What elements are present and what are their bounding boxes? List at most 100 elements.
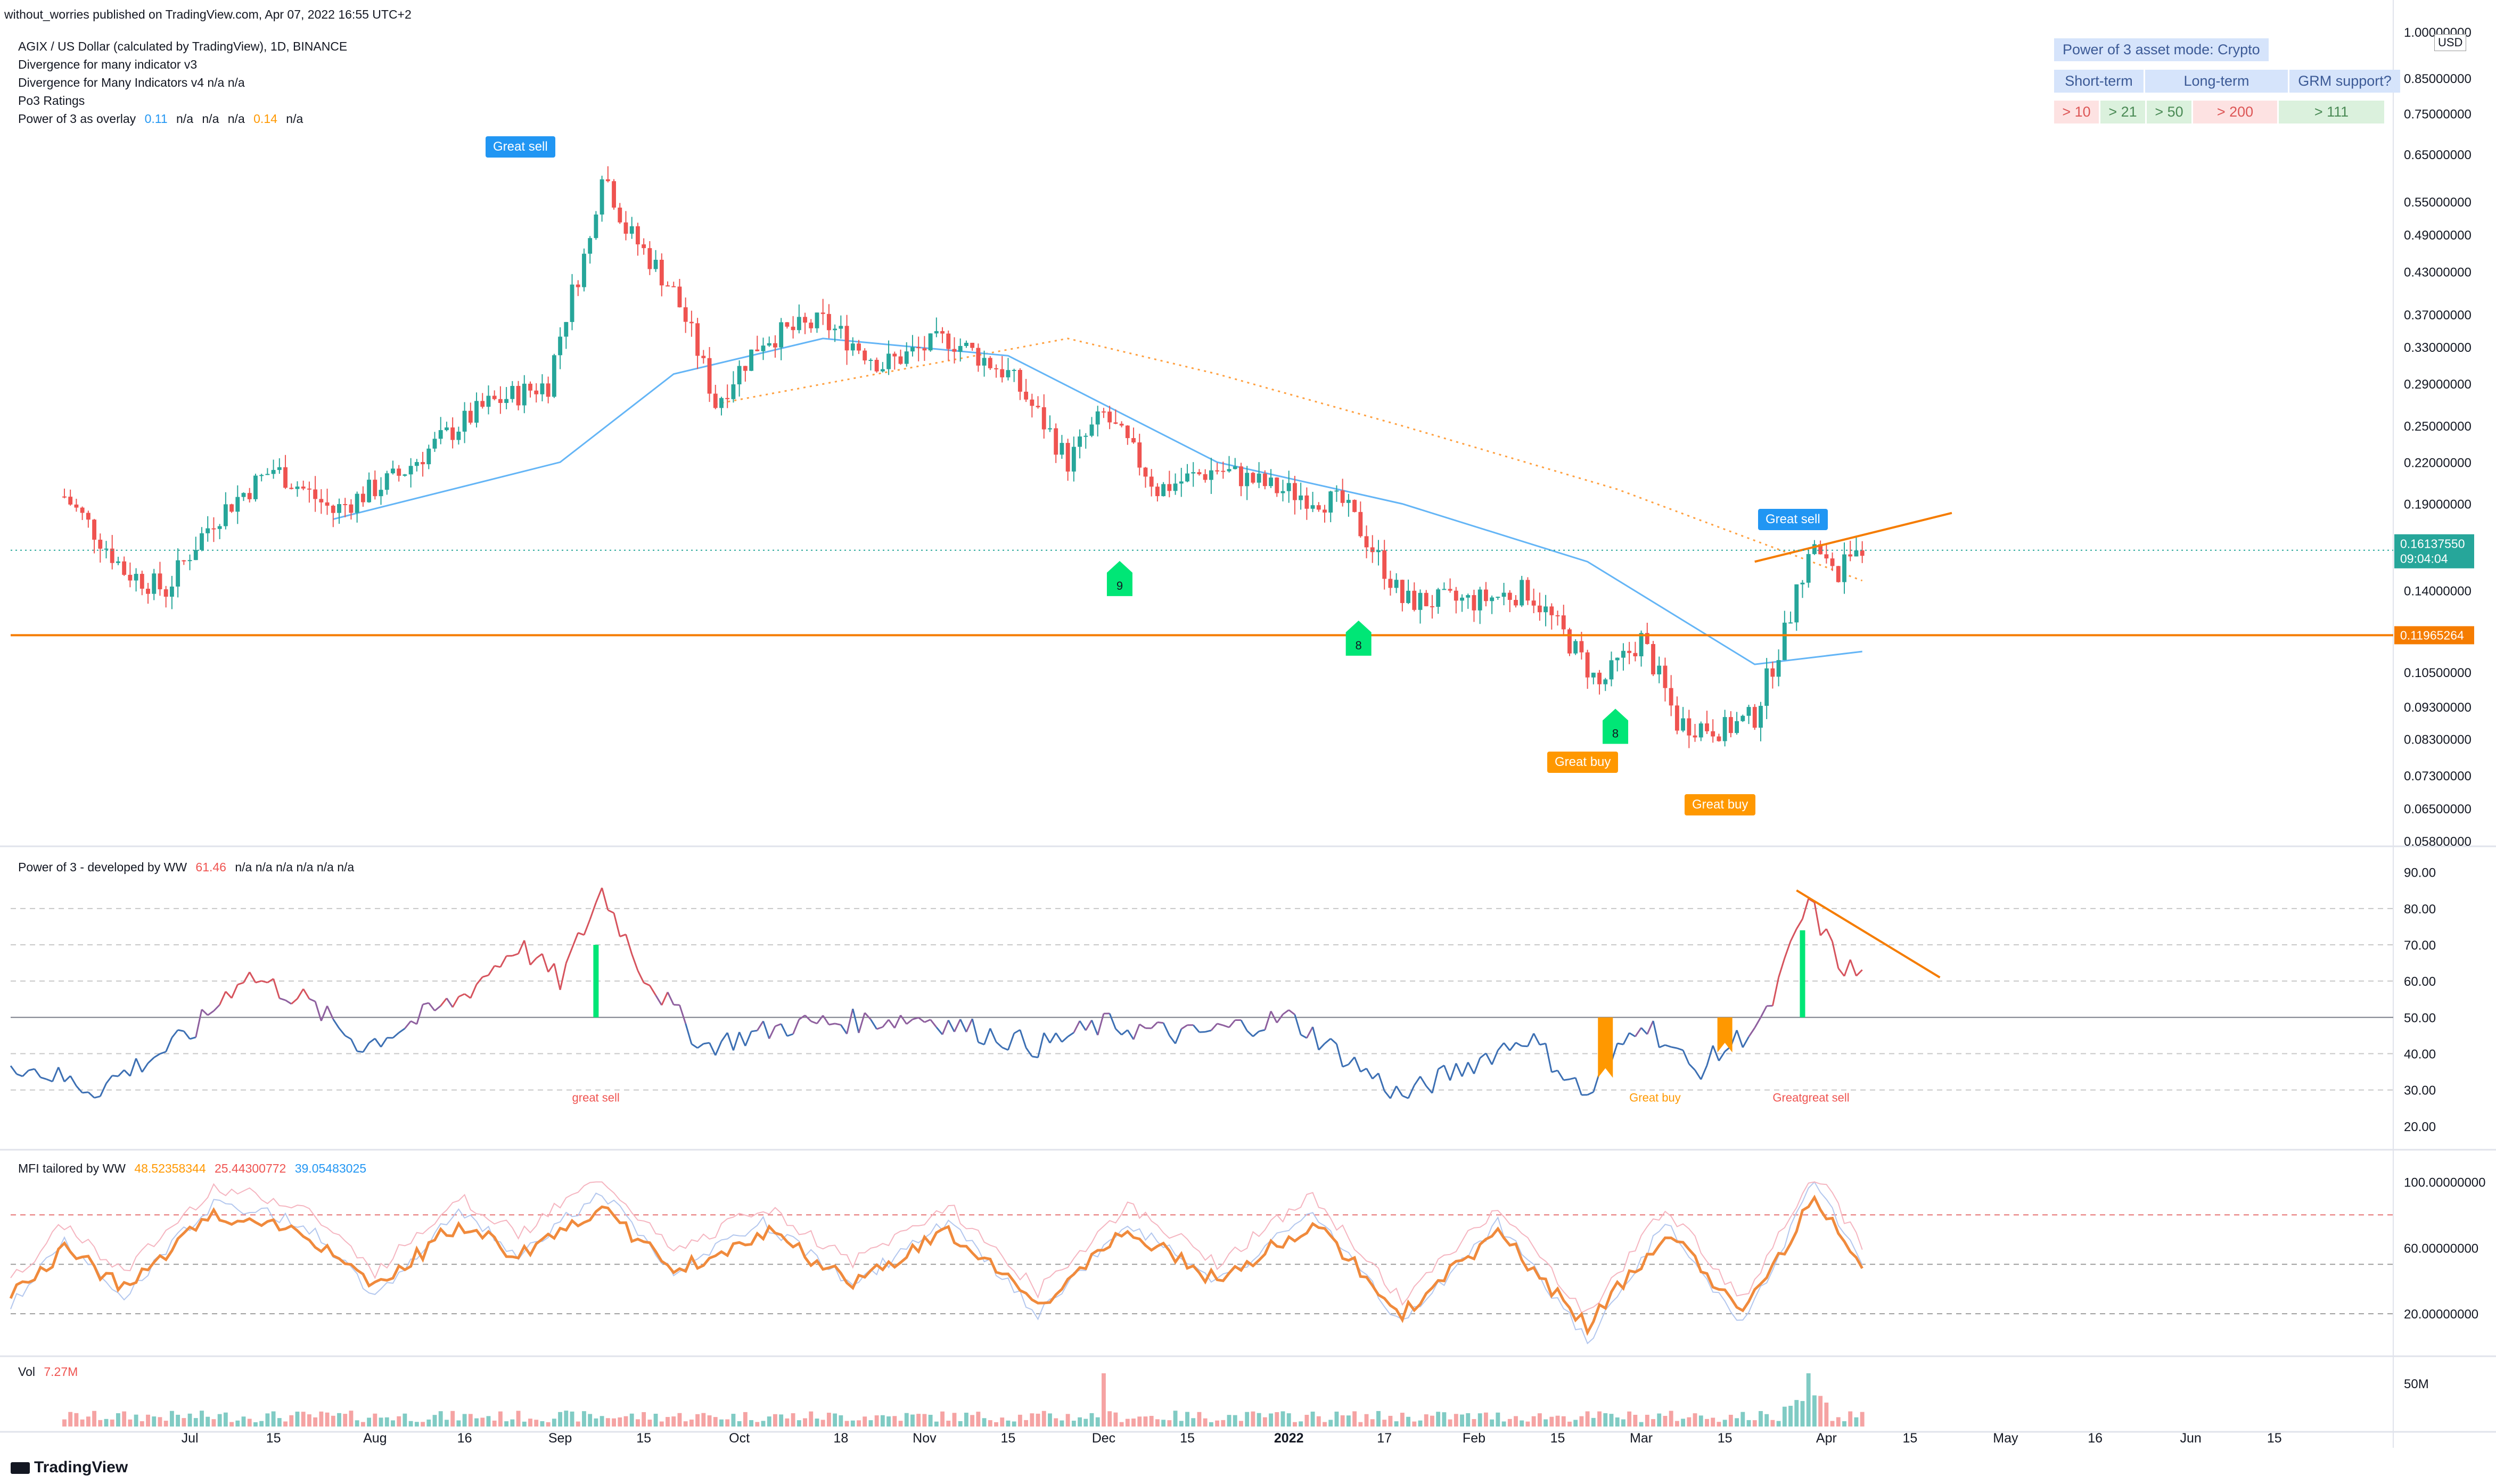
volume-bar bbox=[1071, 1421, 1076, 1427]
legend-line-3[interactable]: Po3 Ratings bbox=[18, 94, 85, 108]
candle-body bbox=[1770, 668, 1775, 677]
po3-segment bbox=[1372, 1073, 1380, 1079]
candle-body bbox=[1113, 422, 1118, 424]
po3-legend[interactable]: Power of 3 - developed by WW 61.46 n/a n… bbox=[18, 858, 354, 876]
po3-segment bbox=[1049, 1032, 1057, 1044]
volume-bar bbox=[1609, 1414, 1614, 1427]
po3-divergence-line[interactable] bbox=[1796, 889, 1941, 979]
candle-body bbox=[504, 399, 509, 403]
volume-bar bbox=[1490, 1419, 1495, 1427]
td-marker-count: 8 bbox=[1356, 639, 1362, 652]
candle-body bbox=[1000, 369, 1005, 377]
candle-body bbox=[408, 466, 413, 475]
volume-bar bbox=[820, 1420, 825, 1427]
po3-segment bbox=[82, 1091, 88, 1094]
volume-bar bbox=[211, 1419, 216, 1427]
po3-segment bbox=[1342, 1063, 1349, 1068]
time-tick-label: 15 bbox=[1550, 1431, 1565, 1446]
po3-segment bbox=[1443, 1065, 1451, 1081]
volume-bar bbox=[152, 1416, 157, 1427]
resistance-trendline[interactable] bbox=[1754, 512, 1952, 563]
volume-bar bbox=[904, 1413, 909, 1427]
po3-segment bbox=[201, 1009, 209, 1016]
candle-body bbox=[1316, 505, 1321, 510]
candle-body bbox=[1525, 580, 1530, 601]
candle-body bbox=[982, 358, 987, 366]
candle-body bbox=[1854, 550, 1859, 557]
po3-segment bbox=[398, 1027, 406, 1034]
candle-body bbox=[1286, 483, 1291, 491]
candle-body bbox=[546, 383, 551, 397]
header-grm-support: GRM support? bbox=[2289, 70, 2400, 93]
po3-segment bbox=[440, 997, 448, 1007]
volume-bar bbox=[1698, 1415, 1703, 1427]
candle-body bbox=[1603, 679, 1608, 685]
po3-segment bbox=[1348, 1057, 1356, 1065]
volume-bar bbox=[564, 1411, 569, 1427]
price-tick-label: 0.29000000 bbox=[2404, 377, 2472, 392]
volume-bar bbox=[863, 1416, 867, 1427]
volume-bar bbox=[1543, 1419, 1548, 1427]
po3-segment bbox=[1789, 928, 1797, 942]
volume-bar bbox=[779, 1414, 784, 1427]
overlay-legend[interactable]: Power of 3 as overlay 0.11 n/a n/a n/a 0… bbox=[18, 110, 303, 128]
legend-line-2[interactable]: Divergence for Many Indicators v4 n/a n/… bbox=[18, 76, 245, 89]
volume-bar bbox=[307, 1414, 311, 1427]
po3-segment bbox=[798, 1015, 806, 1020]
po3-segment bbox=[1587, 1091, 1594, 1096]
vol-legend[interactable]: Vol 7.27M bbox=[18, 1363, 78, 1381]
candle-body bbox=[1687, 718, 1692, 736]
candle-body bbox=[1173, 483, 1178, 491]
candle-body bbox=[1048, 428, 1052, 430]
po3-segment bbox=[1849, 959, 1857, 976]
last-price-label: 0.16137550 bbox=[2400, 537, 2465, 551]
po3-segment bbox=[225, 991, 233, 999]
mfi-legend[interactable]: MFI tailored by WW 48.52358344 25.443007… bbox=[18, 1159, 366, 1177]
volume-bar bbox=[815, 1419, 819, 1427]
candle-body bbox=[1304, 495, 1309, 509]
po3-segment bbox=[679, 1004, 687, 1024]
po3-segment bbox=[1694, 1069, 1702, 1080]
tradingview-brand[interactable]: TradingView bbox=[11, 1458, 128, 1477]
price-tick-label: 0.06500000 bbox=[2404, 802, 2472, 817]
po3-segment bbox=[1527, 1033, 1535, 1047]
legend-line-1[interactable]: Divergence for many indicator v3 bbox=[18, 57, 198, 71]
candle-body bbox=[1657, 665, 1662, 674]
volume-bar bbox=[1728, 1414, 1733, 1427]
mfi-pink-line bbox=[10, 1181, 1863, 1314]
po3-segment bbox=[422, 1002, 429, 1005]
symbol-legend[interactable]: AGIX / US Dollar (calculated by TradingV… bbox=[18, 39, 348, 53]
volume-bar bbox=[343, 1414, 348, 1427]
po3-segment bbox=[302, 988, 310, 1000]
candle-body bbox=[1860, 550, 1865, 556]
po3-segment bbox=[177, 1029, 184, 1032]
volume-bar bbox=[1358, 1422, 1363, 1427]
volume-bar bbox=[922, 1414, 927, 1427]
volume-bar bbox=[1310, 1412, 1315, 1427]
po3-segment bbox=[1813, 902, 1821, 936]
po3-segment bbox=[971, 1018, 979, 1043]
po3-segment bbox=[1635, 1027, 1642, 1037]
po3-segment bbox=[1210, 1023, 1218, 1031]
volume-bar bbox=[1472, 1419, 1476, 1427]
volume-bar bbox=[325, 1412, 330, 1427]
po3-segment bbox=[255, 980, 262, 984]
po3-segment bbox=[392, 1032, 400, 1038]
po3-segment bbox=[46, 1078, 53, 1083]
candle-body bbox=[1352, 500, 1357, 512]
candle-body bbox=[791, 326, 795, 331]
mfi-main-line bbox=[9, 1194, 1863, 1336]
mfi-blue-line bbox=[10, 1181, 1863, 1345]
po3-segment bbox=[171, 1029, 179, 1038]
currency-unit[interactable]: USD bbox=[2434, 34, 2467, 51]
po3-segment bbox=[1055, 1032, 1063, 1043]
volume-bar bbox=[1717, 1422, 1721, 1427]
po3-segment bbox=[1407, 1085, 1415, 1099]
volume-bar bbox=[468, 1414, 473, 1427]
candle-body bbox=[1705, 723, 1709, 731]
candle-body bbox=[110, 548, 114, 563]
po3-segment bbox=[518, 940, 526, 954]
po3-segment bbox=[625, 934, 633, 954]
volume-bar bbox=[516, 1411, 521, 1427]
